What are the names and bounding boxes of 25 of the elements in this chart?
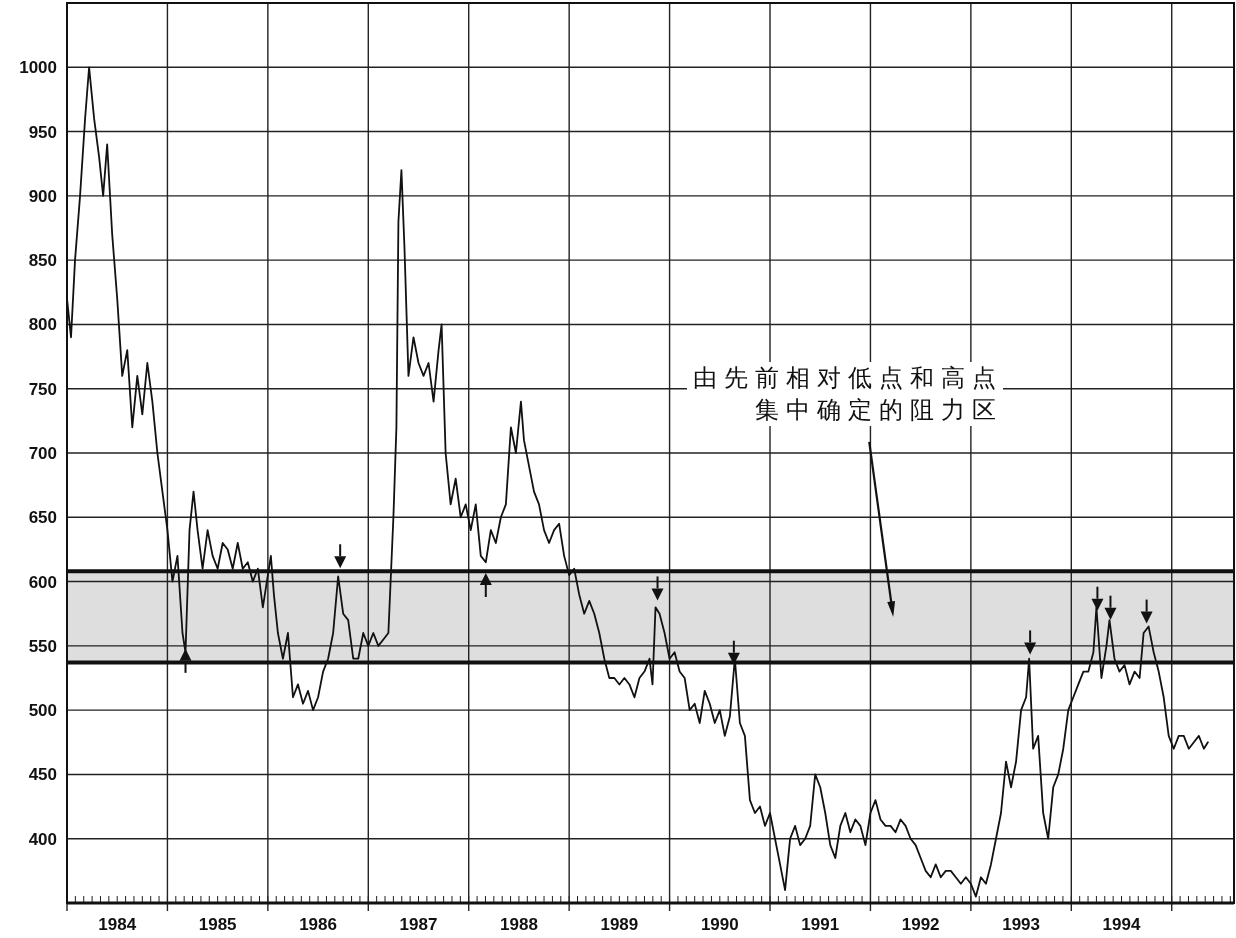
y-tick-label: 900 [28,186,57,206]
x-tick-label: 1985 [198,915,237,934]
y-tick-label: 400 [28,829,57,849]
y-tick-label: 850 [28,251,57,271]
x-tick-label: 1988 [500,915,538,934]
y-tick-label: 1000 [19,58,57,78]
y-tick-label: 450 [28,765,57,785]
y-tick-label: 650 [28,508,57,528]
x-tick-label: 1992 [901,915,940,934]
x-tick-label: 1986 [299,915,337,934]
y-tick-label: 750 [28,379,57,399]
y-tick-label: 700 [28,444,57,463]
x-tick-label: 1994 [1102,915,1141,934]
x-tick-label: 1990 [700,915,739,934]
x-tick-label: 1987 [399,915,438,934]
x-tick-label: 1984 [98,915,137,934]
x-tick-label: 1989 [600,915,639,934]
y-tick-label: 950 [28,122,57,142]
y-tick-label: 600 [28,572,57,592]
annotation: 由先前相对低点和高点集中确定的阻力区 [687,361,1004,426]
x-tick-label: 1991 [801,915,840,934]
x-tick-label: 1993 [1002,915,1040,934]
y-tick-label: 550 [28,636,57,656]
y-tick-label: 500 [28,701,57,721]
y-tick-label: 800 [28,315,57,335]
